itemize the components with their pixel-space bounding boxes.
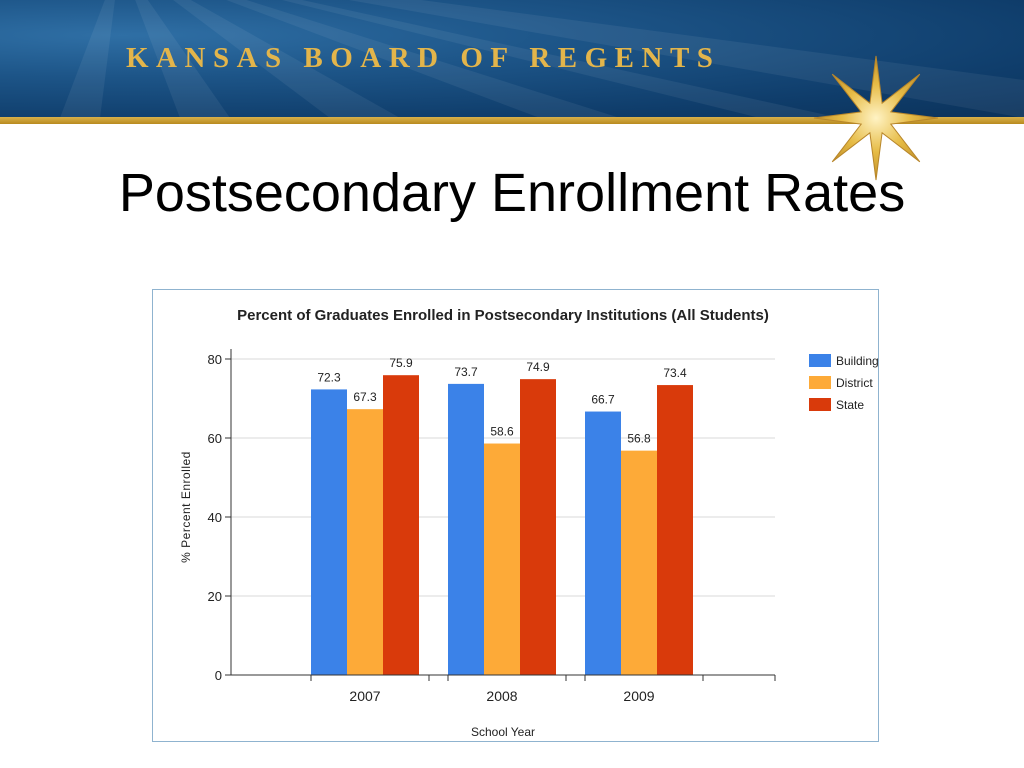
bar-state <box>520 379 556 675</box>
data-label: 58.6 <box>490 425 514 439</box>
chart-title: Percent of Graduates Enrolled in Postsec… <box>237 307 769 324</box>
legend-label-state: State <box>836 398 864 412</box>
y-axis-label: % Percent Enrolled <box>179 451 193 563</box>
bar-state <box>383 375 419 675</box>
legend-label-building: Building <box>836 354 878 368</box>
x-tick-label: 2008 <box>486 688 517 704</box>
data-label: 56.8 <box>627 432 651 446</box>
legend-swatch-building <box>809 354 831 367</box>
header-banner: KANSAS BOARD OF REGENTS <box>0 0 1024 118</box>
bar-district <box>621 450 657 675</box>
slide-title: Postsecondary Enrollment Rates <box>118 163 906 223</box>
bar-building <box>311 389 347 675</box>
data-label: 73.7 <box>454 365 478 379</box>
data-label: 73.4 <box>663 366 687 380</box>
banner-gold-stripe <box>0 117 1024 124</box>
bar-district <box>484 443 520 675</box>
x-tick-label: 2007 <box>349 688 380 704</box>
y-tick-label: 40 <box>208 510 222 525</box>
bar-district <box>347 409 383 675</box>
banner-rays <box>60 0 1024 118</box>
gold-star-icon <box>813 55 939 181</box>
legend-label-district: District <box>836 376 873 390</box>
legend-swatch-district <box>809 376 831 389</box>
data-label: 66.7 <box>591 393 615 407</box>
data-label: 74.9 <box>526 360 550 374</box>
y-tick-label: 20 <box>208 589 222 604</box>
chart-frame: Percent of Graduates Enrolled in Postsec… <box>152 289 879 742</box>
org-name: KANSAS BOARD OF REGENTS <box>126 42 721 74</box>
data-label: 67.3 <box>353 390 377 404</box>
y-tick-label: 0 <box>215 668 222 683</box>
y-tick-label: 80 <box>208 352 222 367</box>
bar-chart: Percent of Graduates Enrolled in Postsec… <box>179 307 878 739</box>
legend-swatch-state <box>809 398 831 411</box>
bar-state <box>657 385 693 675</box>
bar-building <box>585 411 621 675</box>
x-axis-label: School Year <box>471 725 535 739</box>
x-tick-label: 2009 <box>623 688 654 704</box>
data-label: 72.3 <box>317 370 341 384</box>
y-tick-label: 60 <box>208 431 222 446</box>
data-label: 75.9 <box>389 356 413 370</box>
bar-building <box>448 383 484 675</box>
